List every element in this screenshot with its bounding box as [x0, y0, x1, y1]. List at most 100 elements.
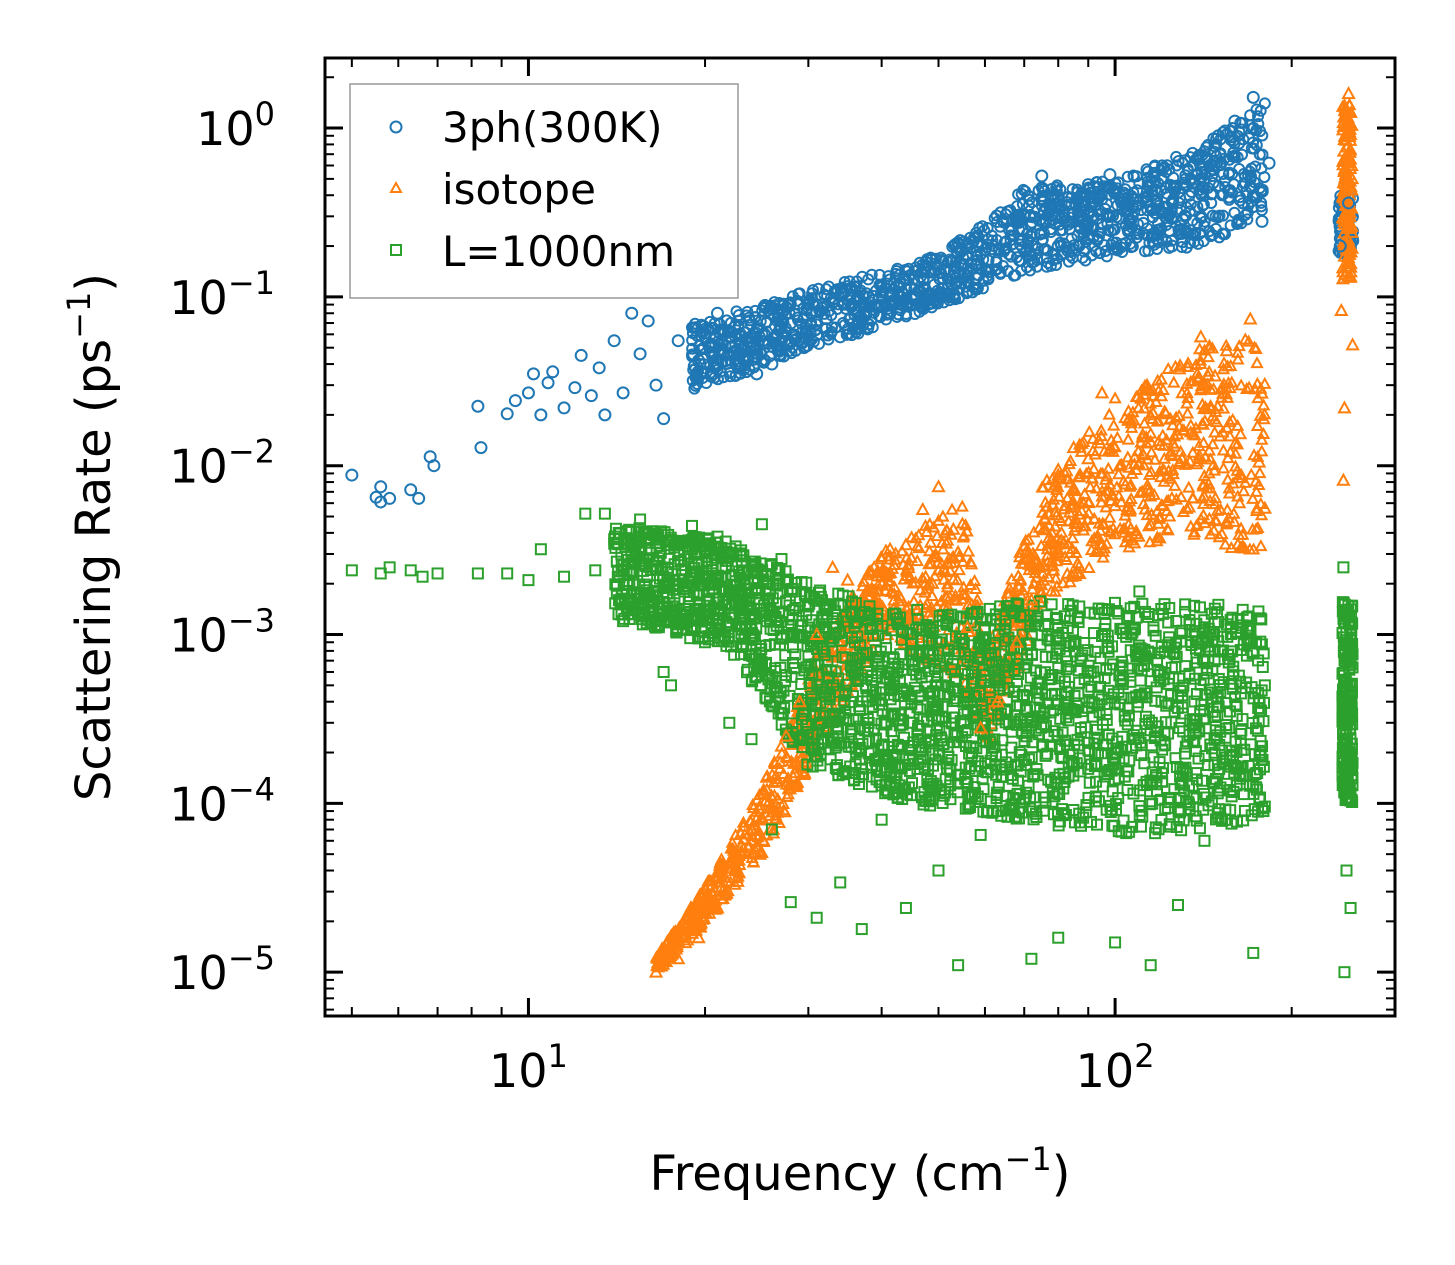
data-point [1225, 790, 1238, 803]
data-point [404, 483, 418, 497]
data-point [1211, 129, 1225, 143]
data-point [869, 754, 882, 767]
data-point [617, 615, 630, 628]
data-point [855, 923, 868, 936]
data-point [607, 334, 621, 348]
data-point [932, 864, 945, 877]
data-point [541, 376, 555, 390]
data-point [1185, 636, 1198, 649]
data-point [990, 694, 1005, 708]
data-point [1096, 630, 1109, 643]
data-point [759, 782, 775, 796]
data-point [745, 733, 758, 746]
data-point [691, 930, 706, 944]
data-point [921, 265, 935, 279]
data-point [1212, 598, 1225, 611]
data-point [345, 564, 358, 577]
data-point [598, 507, 611, 520]
data-point [1246, 90, 1260, 104]
data-point [875, 813, 888, 826]
data-point [1338, 966, 1351, 979]
data-point [521, 386, 535, 400]
data-point [634, 513, 647, 526]
data-point [568, 381, 582, 395]
data-point [840, 572, 855, 586]
data-point [1344, 901, 1357, 914]
data-point [474, 441, 488, 455]
data-point [672, 615, 685, 628]
data-point [1334, 302, 1349, 317]
data-point [508, 394, 522, 408]
data-point [1243, 311, 1258, 325]
data-point [1345, 337, 1360, 351]
data-point [1171, 898, 1184, 911]
data-point [1343, 259, 1358, 273]
data-point [727, 862, 743, 877]
data-point [755, 518, 768, 531]
data-point [999, 615, 1012, 628]
data-point [956, 251, 970, 265]
data-point [809, 626, 824, 641]
data-point [431, 567, 444, 580]
data-point [1251, 454, 1267, 468]
data-point [648, 964, 664, 978]
data-point [911, 603, 924, 616]
data-point [592, 361, 606, 375]
data-point [1219, 343, 1234, 357]
data-point [1103, 168, 1117, 182]
data-point [1025, 952, 1038, 965]
data-point [710, 900, 725, 914]
data-point [1109, 936, 1122, 949]
data-point [1207, 368, 1223, 382]
data-point [974, 828, 987, 841]
data-point [1037, 511, 1053, 526]
y-tick-label: 10−4 [169, 770, 275, 831]
data-point [1262, 156, 1276, 170]
data-point [526, 367, 540, 381]
data-point [1339, 171, 1354, 185]
data-point [616, 386, 630, 400]
data-point [1009, 634, 1025, 648]
dense-cloud [686, 97, 1271, 395]
data-point [1143, 434, 1158, 448]
x-tick-labels: 101 102 [489, 1037, 1155, 1098]
data-point [1144, 180, 1158, 194]
data-point [862, 290, 876, 304]
legend-label-isotope: isotope [442, 165, 596, 214]
data-point [888, 688, 901, 701]
data-point [557, 401, 571, 415]
data-point [1035, 169, 1049, 183]
data-point [574, 348, 588, 362]
data-point [1121, 205, 1135, 219]
data-point [1155, 695, 1168, 708]
data-point [880, 551, 896, 565]
data-point [1133, 585, 1146, 598]
data-point [965, 665, 978, 678]
legend: 3ph(300K) isotope L=1000nm [349, 83, 739, 299]
data-point [534, 543, 547, 556]
data-point [1337, 400, 1352, 414]
data-point [522, 574, 535, 587]
legend-marker-isotope [389, 180, 403, 193]
data-point [500, 407, 514, 421]
dense-cloud [608, 522, 1271, 840]
data-point [833, 330, 847, 344]
legend-box [349, 83, 739, 299]
data-point [723, 716, 736, 729]
data-point [404, 564, 417, 577]
legend-marker-boundary [390, 244, 402, 256]
data-point [345, 468, 359, 482]
data-point [973, 720, 988, 734]
data-point [734, 347, 748, 361]
data-point [427, 459, 441, 473]
data-point [826, 707, 839, 720]
data-point [1144, 959, 1157, 972]
series-3ph [345, 90, 1356, 509]
data-point [1051, 239, 1065, 253]
series-layer [345, 86, 1360, 979]
data-point [1017, 209, 1031, 223]
data-point [734, 585, 747, 598]
data-point [558, 570, 571, 583]
data-point [1333, 239, 1347, 253]
data-point [665, 679, 678, 692]
